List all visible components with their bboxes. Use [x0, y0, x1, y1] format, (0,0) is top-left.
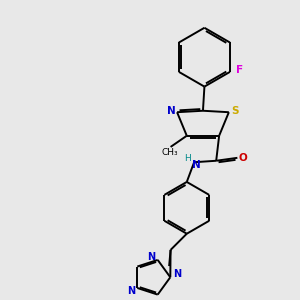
Text: N: N [192, 160, 201, 170]
Text: H: H [184, 154, 191, 163]
Text: S: S [232, 106, 239, 116]
Text: N: N [147, 252, 155, 262]
Text: O: O [239, 153, 248, 163]
Text: CH₃: CH₃ [162, 148, 178, 157]
Text: N: N [167, 106, 176, 116]
Text: F: F [236, 65, 243, 75]
Text: N: N [173, 269, 181, 279]
Text: N: N [127, 286, 135, 296]
